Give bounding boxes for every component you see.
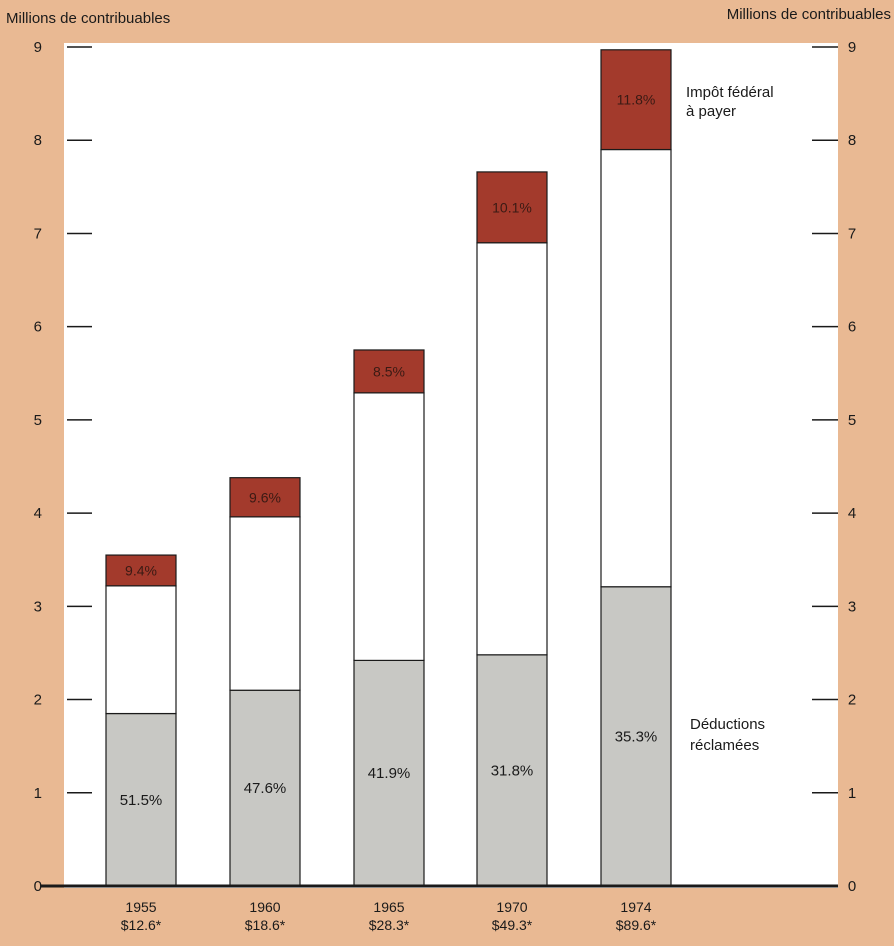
bar-segment-remainder xyxy=(353,392,425,662)
right-tick-label: 2 xyxy=(848,692,856,709)
left-axis-title: Millions de contribuables xyxy=(6,10,170,27)
category-year-label: 1955 xyxy=(125,899,156,915)
bar-segment-remainder xyxy=(229,516,301,691)
left-tick-label: 8 xyxy=(34,132,42,149)
bar-segment-remainder xyxy=(600,148,672,588)
category-amount-label: $49.3* xyxy=(492,917,533,933)
deductions-data-label: 47.6% xyxy=(244,780,287,797)
category-amount-label: $89.6* xyxy=(616,917,657,933)
right-tick-label: 0 xyxy=(848,878,856,895)
bar-segment-federal-tax xyxy=(353,349,425,394)
right-axis-title: Millions de contribuables xyxy=(727,6,891,23)
left-tick-label: 4 xyxy=(34,505,42,522)
legend-federal-tax-line-2: à payer xyxy=(686,103,736,120)
left-tick-label: 5 xyxy=(34,412,42,429)
federal-tax-data-label: 9.6% xyxy=(249,489,281,505)
left-tick-label: 0 xyxy=(34,878,42,895)
deductions-data-label: 31.8% xyxy=(491,762,534,779)
left-tick-label: 6 xyxy=(34,319,42,336)
category-year-label: 1965 xyxy=(373,899,404,915)
category-year-label: 1960 xyxy=(249,899,280,915)
bar-segment-federal-tax xyxy=(476,171,548,244)
right-tick-label: 9 xyxy=(848,39,856,56)
category-labels: 1955 $12.6* 1960 $18.6* 1965 $28.3* 1970 $49.3*… xyxy=(121,899,657,933)
federal-tax-data-label: 10.1% xyxy=(492,199,532,215)
deductions-data-label: 41.9% xyxy=(368,765,411,782)
bars: 51.5% 9.4% 47.6% 9.6% 41.9% 8.5% 31.8% 10.1% 35.… xyxy=(105,49,672,887)
category-amount-label: $28.3* xyxy=(369,917,410,933)
bar-segment-federal-tax xyxy=(105,554,177,587)
bar-segment-federal-tax xyxy=(229,477,301,518)
right-tick-label: 4 xyxy=(848,505,856,522)
plot-area xyxy=(64,43,838,888)
federal-tax-data-label: 8.5% xyxy=(373,363,405,379)
right-tick-label: 1 xyxy=(848,785,856,802)
right-tick-label: 3 xyxy=(848,598,856,615)
deductions-data-label: 35.3% xyxy=(615,728,658,745)
bar-segment-deductions xyxy=(353,659,425,887)
left-tick-label: 3 xyxy=(34,598,42,615)
federal-tax-data-label: 9.4% xyxy=(125,562,157,578)
right-tick-label: 6 xyxy=(848,319,856,336)
legend-deductions-line-1: Déductions xyxy=(690,716,765,733)
right-axis: 0 1 2 3 4 5 6 7 8 9 xyxy=(812,39,856,895)
category-year-label: 1974 xyxy=(620,899,651,915)
bar-segment-remainder xyxy=(476,242,548,656)
legend-federal-tax: Impôt fédéral à payer xyxy=(686,84,774,120)
federal-tax-data-label: 11.8% xyxy=(617,92,656,108)
category-amount-label: $12.6* xyxy=(121,917,162,933)
legend-deductions: Déductions réclamées xyxy=(690,716,765,754)
bar-segment-federal-tax xyxy=(600,49,672,151)
right-tick-label: 8 xyxy=(848,132,856,149)
legend-deductions-line-2: réclamées xyxy=(690,737,759,754)
category-amount-label: $18.6* xyxy=(245,917,286,933)
left-tick-label: 1 xyxy=(34,785,42,802)
right-tick-label: 5 xyxy=(848,412,856,429)
category-year-label: 1970 xyxy=(496,899,527,915)
deductions-data-label: 51.5% xyxy=(120,792,163,809)
bar-segment-deductions xyxy=(476,654,548,887)
bar-segment-remainder xyxy=(105,585,177,715)
left-tick-label: 9 xyxy=(34,39,42,56)
left-tick-label: 2 xyxy=(34,692,42,709)
legend-federal-tax-line-1: Impôt fédéral xyxy=(686,84,774,101)
left-tick-label: 7 xyxy=(34,225,42,242)
bar-segment-deductions xyxy=(600,586,672,887)
right-tick-label: 7 xyxy=(848,225,856,242)
left-axis: 0 1 2 3 4 5 6 7 8 9 xyxy=(34,39,92,895)
